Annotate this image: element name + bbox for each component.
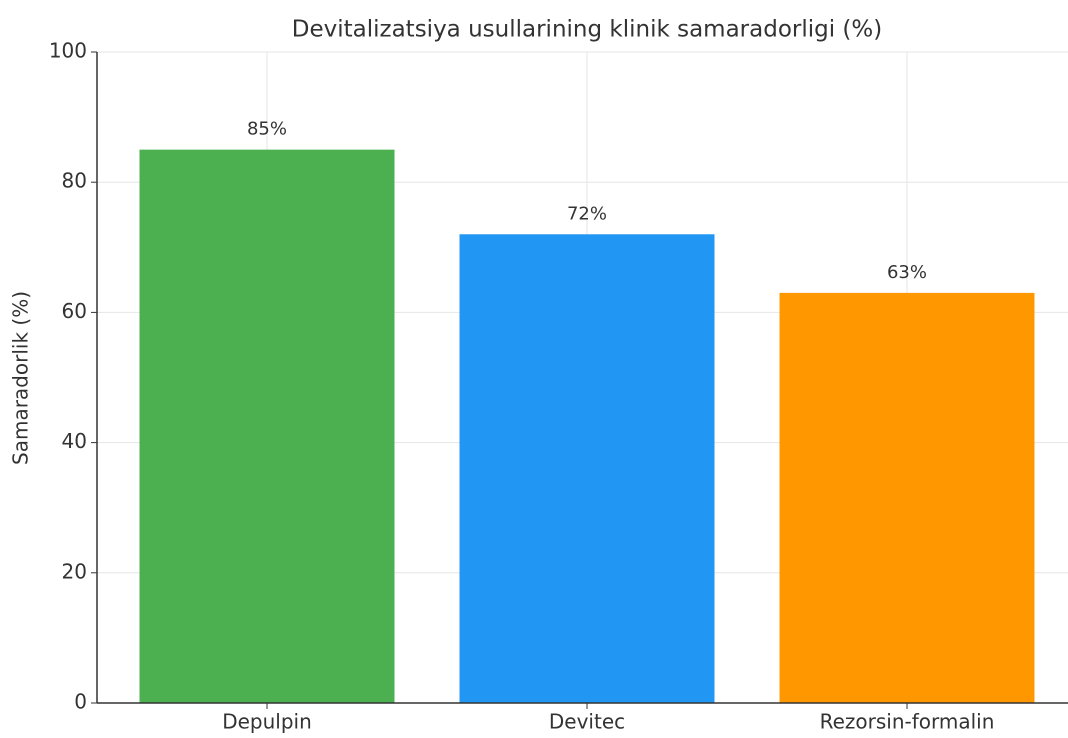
y-tick-label: 20 — [62, 559, 87, 583]
x-tick-label: Devitec — [549, 710, 625, 734]
value-label: 63% — [887, 262, 927, 283]
y-tick-label: 100 — [49, 39, 87, 63]
bar — [139, 149, 395, 703]
x-tick-label: Rezorsin-formalin — [820, 710, 995, 734]
y-tick-label: 40 — [62, 429, 87, 453]
chart-title: Devitalizatsiya usullarining klinik sama… — [292, 17, 882, 43]
x-tick-label: Depulpin — [222, 710, 312, 734]
y-tick-label: 80 — [62, 169, 87, 193]
value-label: 72% — [567, 203, 607, 224]
bar — [779, 292, 1035, 703]
y-axis-label: Samaradorlik (%) — [9, 291, 33, 465]
value-label: 85% — [247, 119, 287, 140]
y-tick-label: 0 — [74, 690, 87, 714]
bar — [459, 234, 715, 703]
y-tick-label: 60 — [62, 299, 87, 323]
